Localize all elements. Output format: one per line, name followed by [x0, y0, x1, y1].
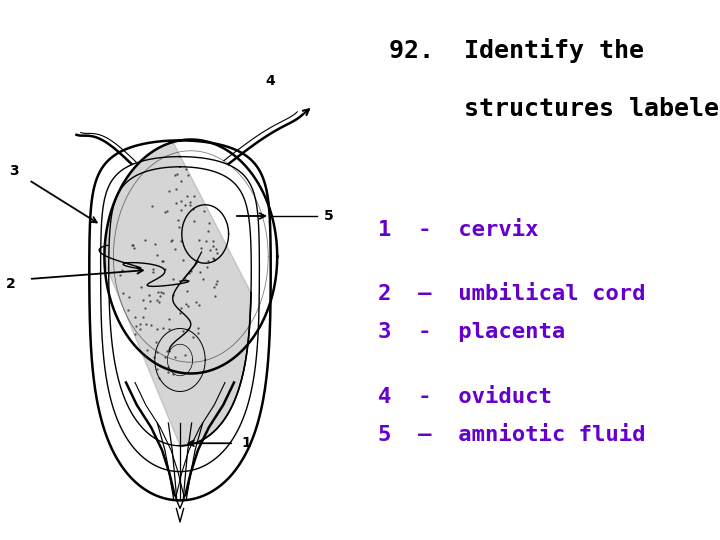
Polygon shape: [104, 142, 251, 446]
Text: 4: 4: [265, 74, 275, 88]
Text: 2  –  umbilical cord: 2 – umbilical cord: [378, 284, 646, 305]
Text: 92.  Identify the: 92. Identify the: [389, 38, 644, 63]
Text: 3  -  placenta: 3 - placenta: [378, 322, 565, 342]
Text: 2: 2: [6, 276, 16, 291]
Text: 5: 5: [324, 209, 334, 223]
Text: structures labeled.: structures labeled.: [389, 97, 720, 121]
Text: 3: 3: [9, 164, 19, 178]
Text: 5  –  amniotic fluid: 5 – amniotic fluid: [378, 424, 646, 445]
Text: 4  -  oviduct: 4 - oviduct: [378, 387, 552, 407]
Text: 1: 1: [241, 436, 251, 450]
Text: 1  -  cervix: 1 - cervix: [378, 219, 539, 240]
